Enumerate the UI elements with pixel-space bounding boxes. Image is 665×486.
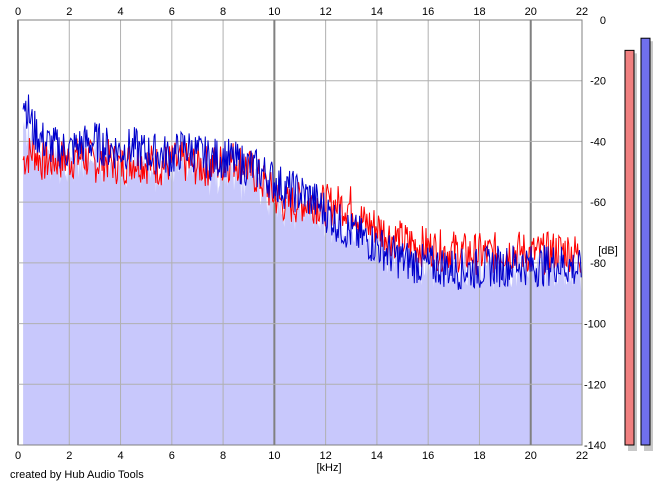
tick-labels: 002244668810101212141416161818202022220-… <box>15 6 606 462</box>
y-tick-label: -100 <box>584 319 606 331</box>
x-tick-label-bottom: 22 <box>576 450 588 462</box>
x-tick-label-bottom: 12 <box>320 450 332 462</box>
x-tick-label-bottom: 20 <box>525 450 537 462</box>
x-tick-label-bottom: 18 <box>473 450 485 462</box>
y-tick-label: -120 <box>584 379 606 391</box>
y-tick-label: -80 <box>590 258 606 270</box>
series-group <box>22 94 582 290</box>
x-tick-label-top: 4 <box>117 6 123 18</box>
y-tick-label: -40 <box>590 136 606 148</box>
x-tick-label-bottom: 6 <box>169 450 175 462</box>
x-tick-label-top: 8 <box>220 6 226 18</box>
x-tick-label-top: 14 <box>371 6 383 18</box>
x-tick-label-top: 0 <box>15 6 21 18</box>
x-axis-label: [kHz] <box>316 462 341 474</box>
x-tick-label-top: 6 <box>169 6 175 18</box>
x-tick-label-bottom: 2 <box>66 450 72 462</box>
x-tick-label-top: 2 <box>66 6 72 18</box>
x-tick-label-bottom: 16 <box>422 450 434 462</box>
y-tick-label: -140 <box>584 440 606 452</box>
x-tick-label-top: 18 <box>473 6 485 18</box>
plot-area <box>18 20 582 445</box>
y-tick-label: -60 <box>590 197 606 209</box>
x-tick-label-top: 10 <box>268 6 280 18</box>
x-tick-label-bottom: 4 <box>117 450 123 462</box>
x-tick-label-bottom: 10 <box>268 450 280 462</box>
spectrum-fill <box>23 112 582 445</box>
y-tick-label: 0 <box>600 15 606 27</box>
x-tick-label-bottom: 8 <box>220 450 226 462</box>
y-tick-label: -20 <box>590 76 606 88</box>
credit-text: created by Hub Audio Tools <box>10 469 144 481</box>
x-tick-label-top: 16 <box>422 6 434 18</box>
series-line-blue <box>22 94 582 290</box>
x-tick-label-top: 20 <box>525 6 537 18</box>
y-axis-label: [dB] <box>598 245 618 257</box>
level-meters <box>624 37 653 451</box>
x-tick-label-bottom: 0 <box>15 450 21 462</box>
level-meter-left <box>624 49 635 446</box>
x-tick-label-top: 22 <box>576 6 588 18</box>
x-tick-label-bottom: 14 <box>371 450 383 462</box>
plot-border <box>17 19 583 446</box>
x-tick-label-top: 12 <box>320 6 332 18</box>
level-meter-right <box>640 37 651 446</box>
series-line-red <box>22 137 582 275</box>
